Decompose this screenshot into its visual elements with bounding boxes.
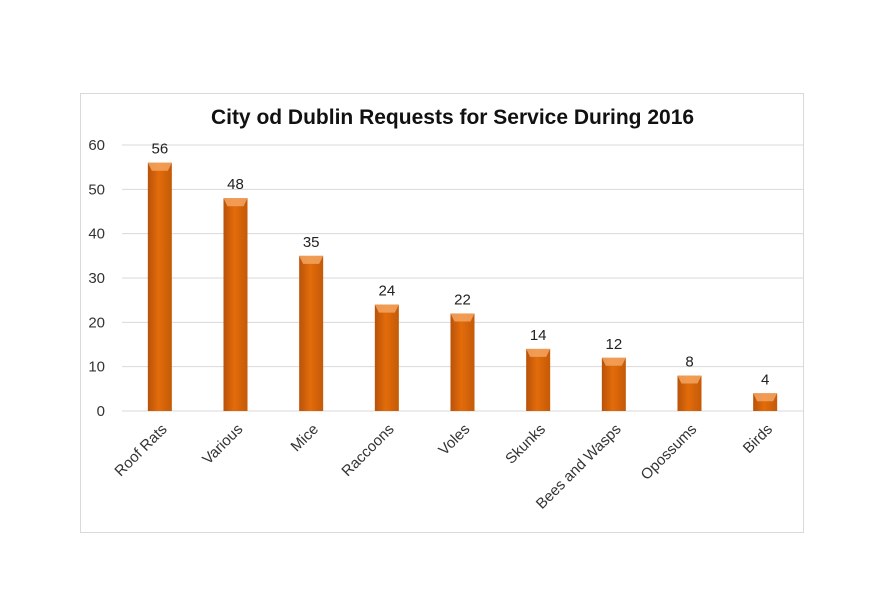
x-axis-categories: Roof Rats Various Mice Raccoons Voles Skunks B… [111,421,776,513]
data-label: 14 [530,327,547,344]
x-category-label: Various [199,421,246,468]
bar-bevel [223,198,248,207]
bar [147,162,172,411]
y-axis-ticks: 0 10 20 30 40 50 60 [88,137,105,420]
x-category-label: Opossums [638,421,701,484]
bars [147,162,778,411]
bar [299,255,324,411]
bar [753,393,778,411]
bar [450,313,475,411]
data-labels: 56 48 35 24 22 14 12 8 4 [151,141,769,389]
y-tick-label: 50 [88,181,105,198]
bar-bevel [753,393,778,402]
data-label: 48 [227,176,244,193]
x-category-label: Skunks [502,421,549,468]
bar-body [299,255,324,411]
bar-bevel [677,375,702,384]
bar-bevel [374,304,399,313]
bar-bevel [450,313,475,322]
chart-frame [80,93,804,533]
data-label: 4 [761,371,769,388]
data-label: 35 [303,234,320,251]
bar-bevel [299,255,324,264]
x-category-label: Voles [435,421,473,459]
data-label: 8 [685,354,693,371]
bar [374,304,399,411]
data-label: 12 [605,336,622,353]
y-tick-label: 40 [88,226,105,243]
y-tick-label: 60 [88,137,105,154]
y-tick-label: 20 [88,314,105,331]
bar-body [147,162,172,411]
bar-body [526,348,551,411]
x-category-label: Roof Rats [111,421,170,480]
bar-bevel [601,357,626,366]
x-category-label: Birds [740,421,776,457]
bar [601,357,626,411]
bar-bevel [526,348,551,357]
y-tick-label: 10 [88,359,105,376]
x-category-label: Mice [288,421,322,455]
bar-bevel [147,162,172,171]
bar [526,348,551,411]
bar-body [601,357,626,411]
bar [223,198,248,411]
bar-body [374,304,399,411]
bar-body [223,198,248,411]
y-tick-label: 30 [88,270,105,287]
data-label: 24 [378,283,395,300]
x-category-label: Raccoons [338,421,397,480]
bar [677,375,702,411]
chart-title: City od Dublin Requests for Service Duri… [210,106,695,129]
bar-body [450,313,475,411]
data-label: 56 [151,141,168,158]
y-tick-label: 0 [97,403,105,420]
data-label: 22 [454,291,471,308]
